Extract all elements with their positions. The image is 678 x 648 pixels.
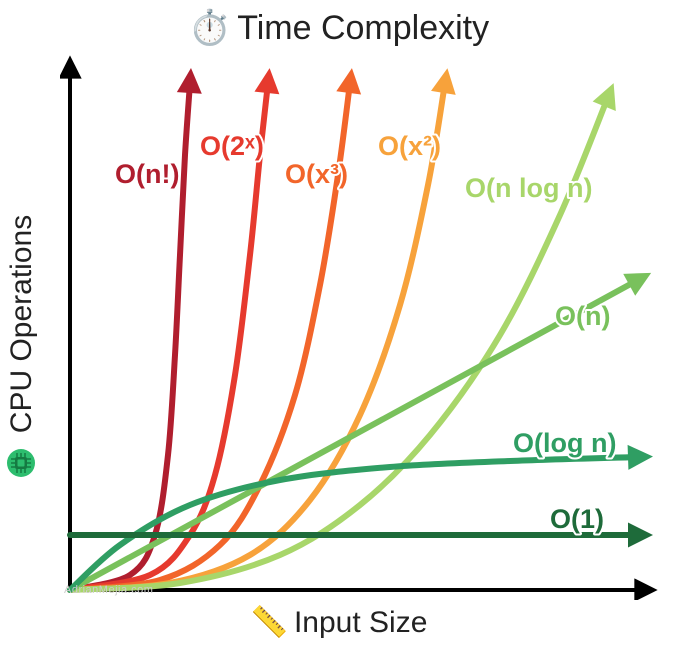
x-axis-label: 📏Input Size bbox=[0, 605, 678, 640]
chart-title-text: Time Complexity bbox=[237, 9, 489, 47]
curve-label-linear: O(n) bbox=[555, 301, 610, 331]
watermark: AdrianMejia.com bbox=[64, 584, 153, 596]
cpu-icon bbox=[6, 448, 36, 478]
curve-label-nlogn: O(n log n) bbox=[465, 173, 592, 203]
complexity-chart: ⏱️Time Complexity CPU Operations 📏Input … bbox=[0, 0, 678, 648]
chart-title: ⏱️Time Complexity bbox=[0, 8, 678, 48]
plot-area: O(n!) O(2ˣ) O(x³) O(x²) O(n log n) O(n) O(log … bbox=[60, 55, 658, 600]
x-axis-label-text: Input Size bbox=[294, 606, 427, 639]
curve-label-quadratic: O(x²) bbox=[378, 131, 441, 161]
y-axis-label: CPU Operations bbox=[5, 215, 39, 433]
y-axis-label-wrap: CPU Operations bbox=[2, 0, 42, 648]
curve-label-constant: O(1) bbox=[550, 504, 604, 534]
curve-label-logn: O(log n) bbox=[513, 428, 616, 458]
curve-label-cubic: O(x³) bbox=[285, 159, 348, 189]
curve-label-exponential: O(2ˣ) bbox=[200, 131, 264, 161]
ruler-icon: 📏 bbox=[251, 606, 288, 639]
stopwatch-icon: ⏱️ bbox=[189, 9, 231, 47]
curve-label-factorial: O(n!) bbox=[115, 159, 179, 189]
